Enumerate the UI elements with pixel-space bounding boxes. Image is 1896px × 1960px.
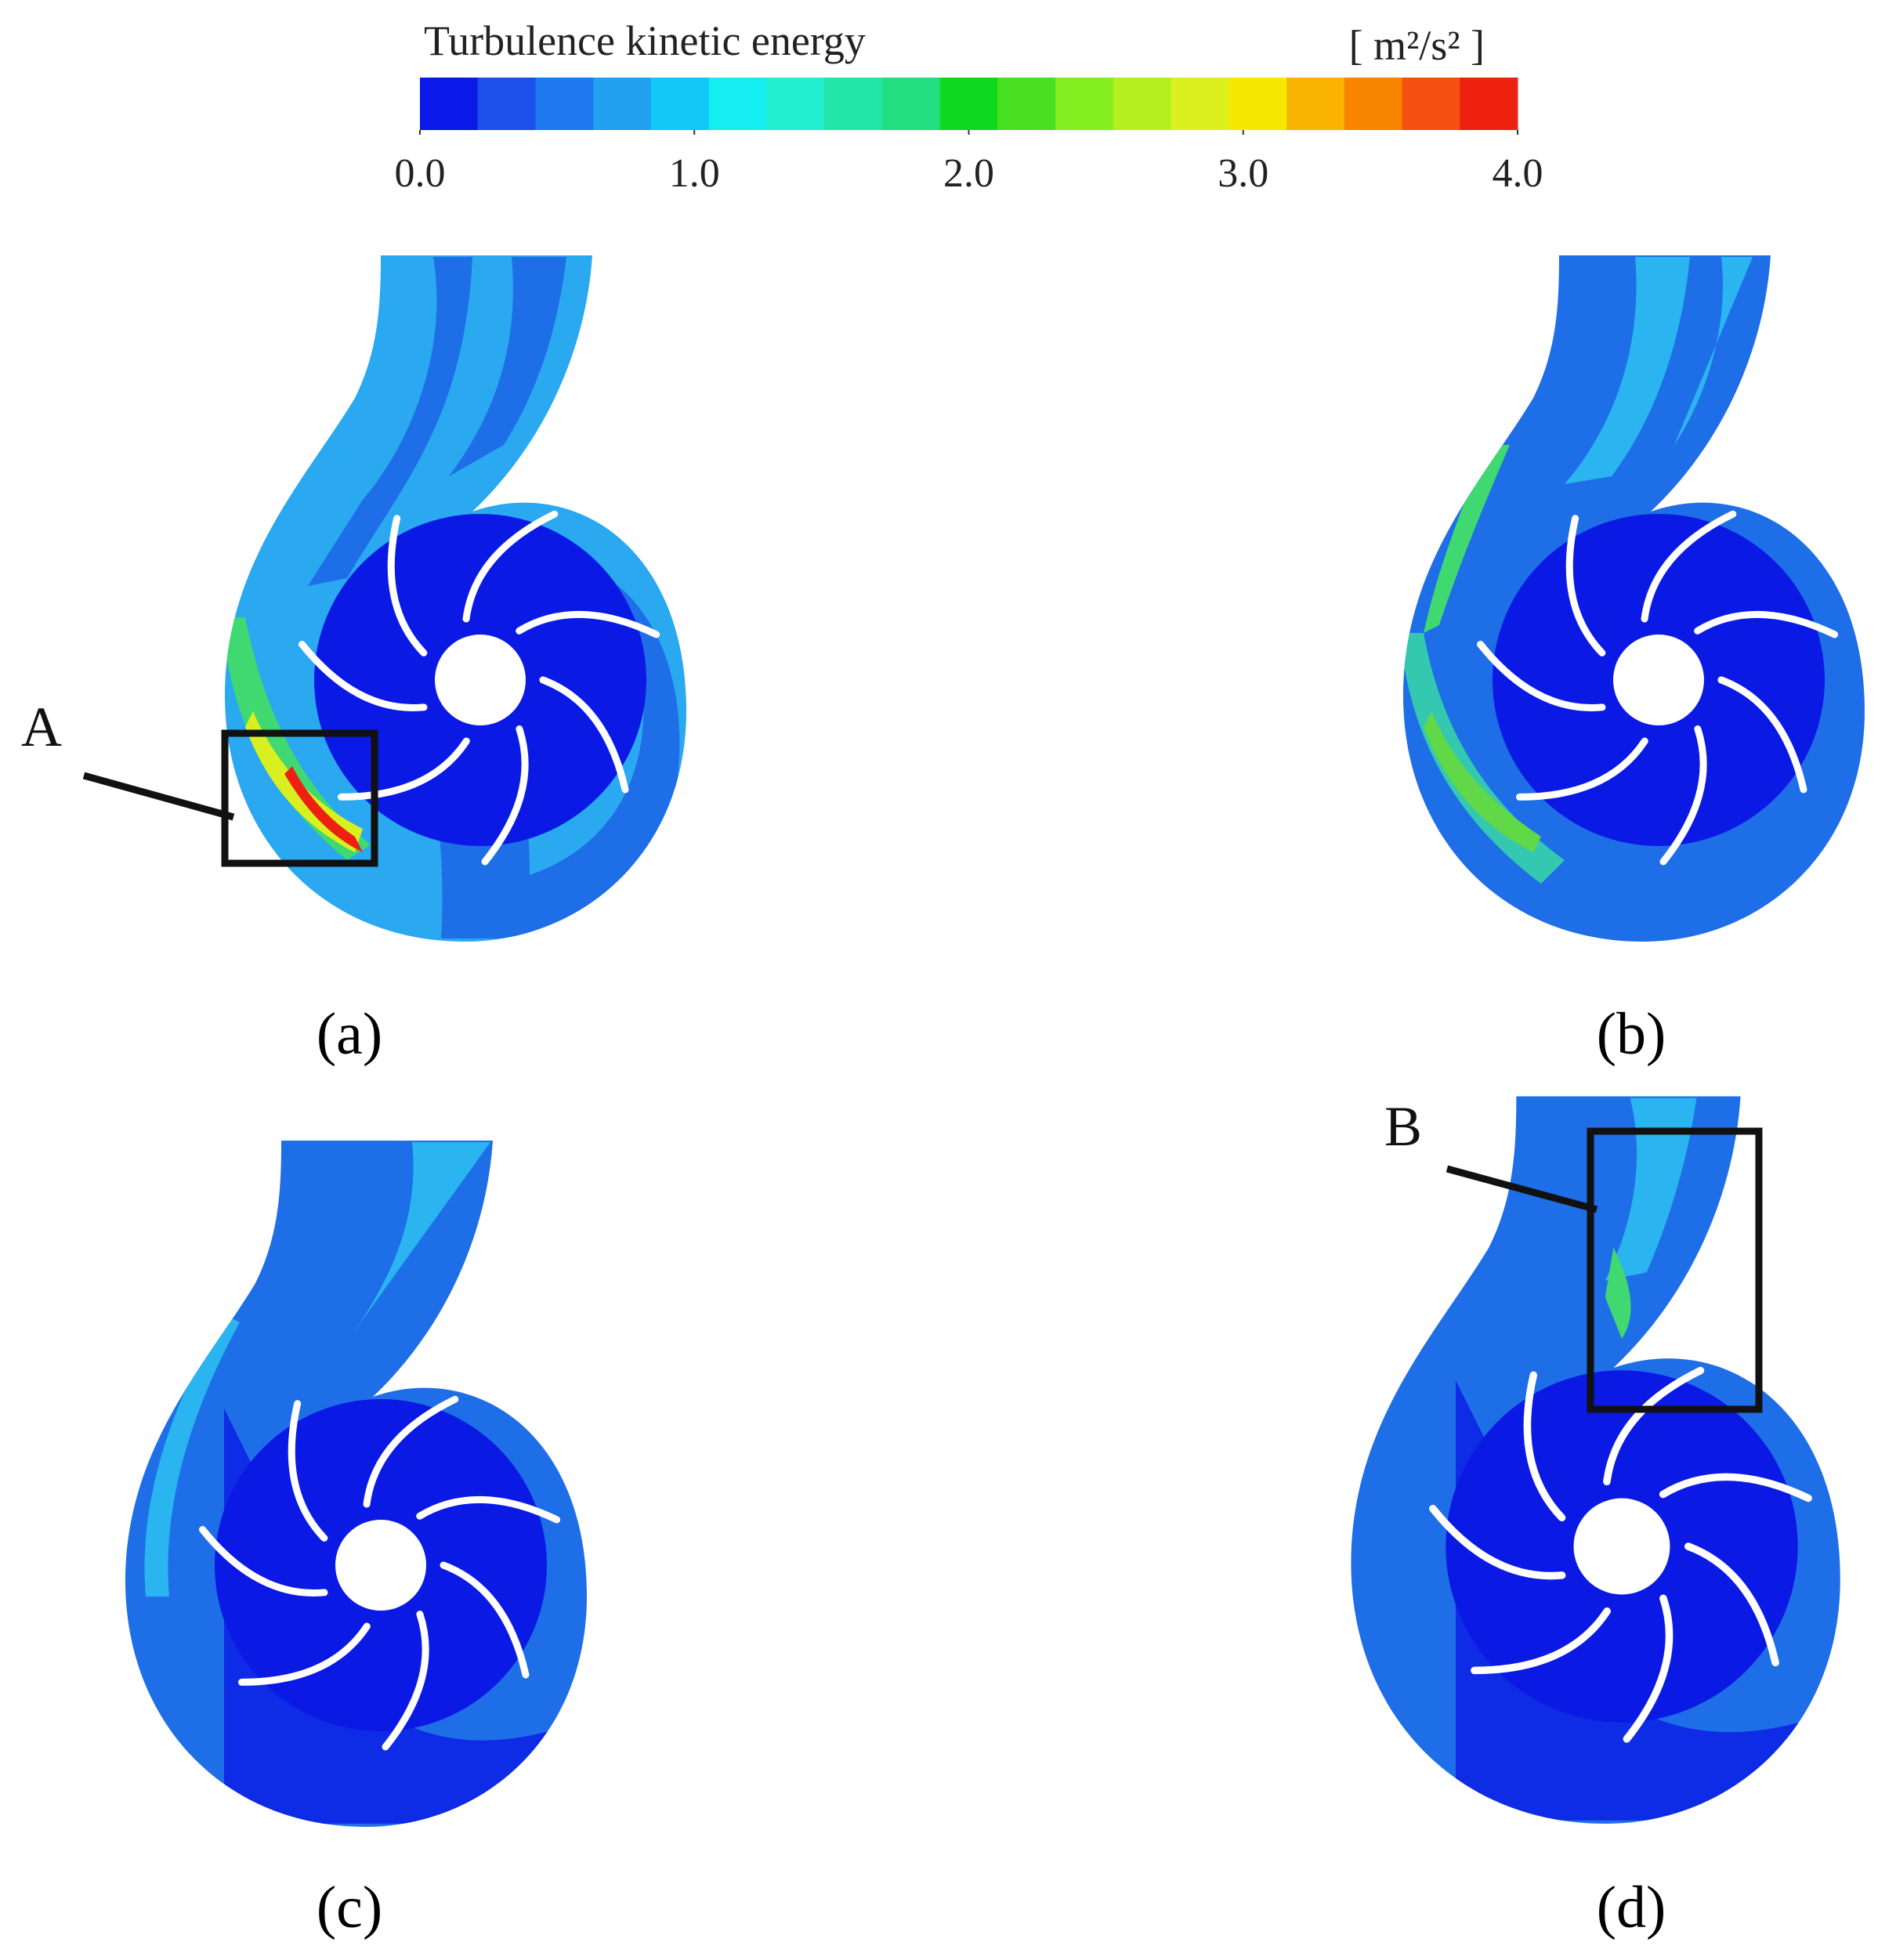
colorbar-title: Turbulence kinetic energy — [424, 17, 866, 64]
color-band — [824, 78, 883, 130]
color-band — [1113, 78, 1172, 130]
color-band — [535, 78, 594, 130]
leader-line — [82, 772, 235, 821]
color-band — [881, 78, 941, 130]
tick-label: 3.0 — [1218, 151, 1268, 196]
highlight-box — [221, 729, 378, 867]
color-band — [420, 78, 479, 130]
color-band — [1344, 78, 1403, 130]
color-band — [1171, 78, 1229, 130]
color-band — [939, 78, 998, 130]
color-band — [477, 78, 536, 130]
colorbar-unit: [ m²/s² ] — [1349, 22, 1485, 69]
color-band — [1460, 78, 1518, 130]
panel-label: (c) — [317, 1875, 382, 1940]
color-band — [708, 78, 767, 130]
annotation: B — [1384, 1095, 1422, 1158]
contour-a — [225, 255, 686, 942]
color-band — [593, 78, 652, 130]
tick-label: 0.0 — [395, 151, 446, 196]
color-band — [1286, 78, 1345, 130]
color-band — [1228, 78, 1287, 130]
contour-c — [125, 1141, 587, 1827]
color-band — [997, 78, 1056, 130]
colorbar: 0.0 1.0 2.0 3.0 4.0 — [395, 78, 1543, 196]
tick-label: 2.0 — [943, 151, 994, 196]
contour-b — [1403, 255, 1865, 942]
annotation: A — [21, 696, 62, 758]
color-band — [766, 78, 825, 130]
panel-label: (b) — [1597, 1001, 1666, 1067]
tick-label: 1.0 — [669, 151, 720, 196]
color-band — [1055, 78, 1114, 130]
color-band — [1402, 78, 1460, 130]
contour-d — [1351, 1096, 1840, 1824]
color-band — [650, 78, 710, 130]
panel-label: (d) — [1597, 1875, 1666, 1940]
tick-label: 4.0 — [1493, 151, 1543, 196]
leader-line — [1446, 1165, 1598, 1213]
panel-label: (a) — [317, 1001, 382, 1067]
highlight-box — [1587, 1127, 1763, 1413]
